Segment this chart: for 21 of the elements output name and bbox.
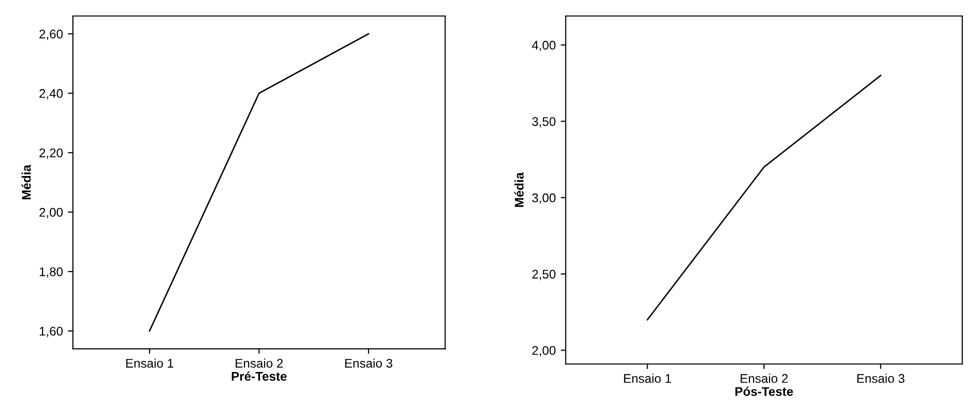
y-tick-label: 2,00: [532, 346, 556, 356]
y-axis-title: Média: [22, 164, 31, 200]
y-tick-label: 2,50: [532, 270, 556, 280]
x-tick-label: Ensaio 2: [236, 358, 283, 368]
y-tick-label: 1,80: [40, 267, 63, 278]
y-tick-label: 2,60: [39, 30, 63, 40]
x-axis-title: Pós-Teste: [735, 386, 793, 396]
x-tick-label: Ensaio 1: [624, 374, 672, 383]
x-axis-title: Pré-Teste: [232, 371, 287, 381]
x-tick-label: Ensaio 3: [857, 374, 904, 383]
y-tick-label: 3,50: [532, 117, 556, 128]
y-tick-label: 1,60: [40, 326, 63, 338]
y-axis-title: Média: [514, 172, 524, 207]
y-tick-label: 2,00: [39, 208, 63, 218]
x-tick-label: Ensaio 3: [345, 358, 392, 368]
x-tick-label: Ensaio 1: [126, 358, 174, 368]
y-tick-label: 4,00: [532, 40, 556, 52]
y-tick-label: 2,40: [39, 89, 63, 100]
y-tick-label: 2,20: [39, 148, 63, 159]
x-tick-label: Ensaio 2: [740, 374, 788, 383]
y-tick-label: 3,00: [532, 193, 556, 204]
